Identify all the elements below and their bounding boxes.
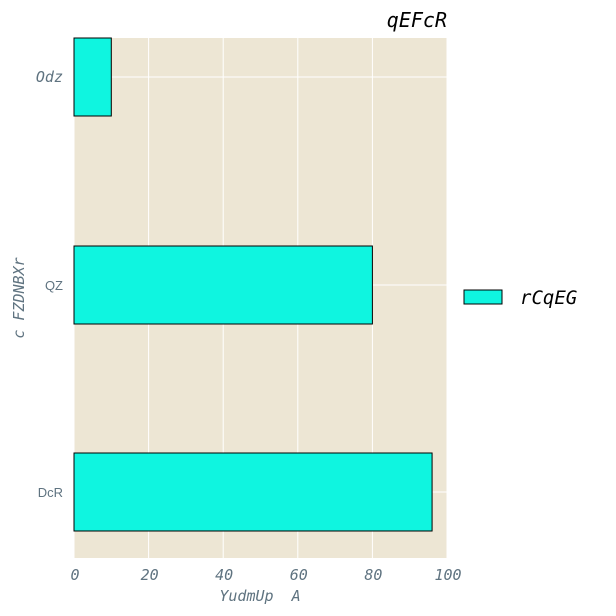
bar-dcr <box>73 452 433 532</box>
x-tick-label: 0 <box>70 566 79 584</box>
bar-odz <box>73 37 112 117</box>
y-tick-label: Odz <box>36 68 63 86</box>
x-tick-label: 60 <box>290 566 308 584</box>
x-tick-label: 40 <box>215 566 233 584</box>
chart-title: qEFcR <box>387 8 447 32</box>
y-axis-label: c FZDNBXr <box>10 257 28 338</box>
legend-label: rCqEG <box>520 287 577 309</box>
bars <box>73 37 433 532</box>
x-tick-label: 100 <box>434 566 461 584</box>
x-tick-label: 80 <box>364 566 382 584</box>
x-axis-label: YudmUp A <box>219 587 300 605</box>
legend-swatch <box>463 289 503 305</box>
legend: rCqEG <box>463 287 577 309</box>
y-tick-label: DcR <box>38 485 63 500</box>
bar-qz <box>73 245 373 325</box>
x-tick-labels: 0 20 40 60 80 100 <box>70 566 461 584</box>
y-tick-label: QZ <box>45 278 63 293</box>
x-tick-label: 20 <box>141 566 159 584</box>
y-tick-labels: Odz QZ DcR <box>36 68 63 500</box>
